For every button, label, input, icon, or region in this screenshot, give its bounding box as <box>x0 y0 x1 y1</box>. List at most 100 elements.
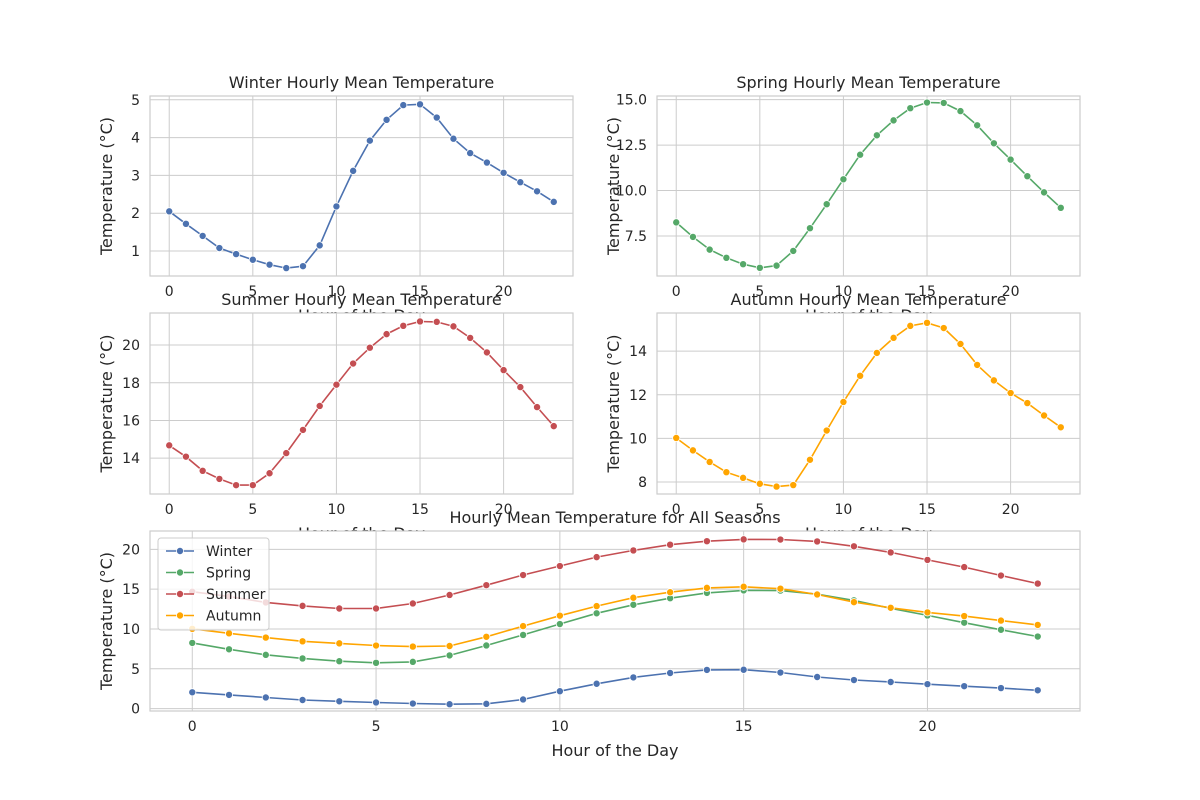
data-point <box>181 452 190 461</box>
data-point <box>466 333 475 342</box>
data-point <box>298 425 307 434</box>
data-point <box>592 602 601 611</box>
data-point <box>248 481 257 490</box>
x-tick-label: 0 <box>672 284 681 300</box>
plot-area <box>656 312 1081 495</box>
legend-box <box>157 537 270 631</box>
data-point <box>856 371 865 380</box>
data-point <box>849 598 858 607</box>
legend-label: Autumn <box>206 609 261 625</box>
data-point <box>592 553 601 562</box>
chart-title: Autumn Hourly Mean Temperature <box>731 290 1007 309</box>
x-tick-label: 10 <box>328 284 346 300</box>
y-tick-label: 14 <box>629 344 647 360</box>
data-point <box>516 178 525 187</box>
plot-area <box>149 530 1081 712</box>
data-point <box>261 693 270 702</box>
data-point <box>349 359 358 368</box>
data-point <box>1023 172 1032 181</box>
y-tick-label: 0 <box>131 702 140 718</box>
x-tick-label: 0 <box>165 502 174 518</box>
data-point <box>482 699 491 708</box>
data-point <box>923 318 932 327</box>
data-point <box>298 654 307 663</box>
data-point <box>592 679 601 688</box>
data-point <box>416 100 425 109</box>
y-tick-label: 7.5 <box>625 229 647 245</box>
data-point <box>232 481 241 490</box>
data-point <box>335 697 344 706</box>
data-point <box>996 571 1005 580</box>
data-point <box>408 657 417 666</box>
data-point <box>1023 399 1032 408</box>
data-point <box>482 641 491 650</box>
data-point <box>408 642 417 651</box>
series-line <box>192 668 1038 706</box>
data-point <box>1006 389 1015 398</box>
data-point <box>365 343 374 352</box>
data-point <box>315 401 324 410</box>
data-point <box>702 665 711 674</box>
data-point <box>232 250 241 259</box>
data-point <box>549 197 558 206</box>
data-point <box>702 537 711 546</box>
series-autumn <box>188 582 1042 651</box>
x-tick-label: 0 <box>188 719 197 735</box>
series-spring <box>672 98 1065 272</box>
data-point <box>432 113 441 122</box>
data-point <box>886 548 895 557</box>
data-point <box>923 608 932 617</box>
data-point <box>702 583 711 592</box>
data-point <box>1040 188 1049 197</box>
data-point <box>889 116 898 125</box>
data-point <box>408 599 417 608</box>
plot-area <box>149 312 574 495</box>
data-point <box>923 98 932 107</box>
data-point <box>688 446 697 455</box>
data-point <box>445 642 454 651</box>
data-point <box>215 474 224 483</box>
data-point <box>165 207 174 216</box>
data-point <box>996 684 1005 693</box>
data-point <box>973 121 982 130</box>
data-point <box>265 469 274 478</box>
data-point <box>332 380 341 389</box>
data-point <box>772 482 781 491</box>
x-tick-label: 20 <box>1002 284 1020 300</box>
data-point <box>960 618 969 627</box>
x-tick-label: 10 <box>551 719 569 735</box>
y-tick-label: 12 <box>629 388 647 404</box>
data-point <box>722 468 731 477</box>
data-point <box>298 262 307 271</box>
data-point <box>886 603 895 612</box>
data-point <box>445 700 454 709</box>
data-point <box>956 339 965 348</box>
data-point <box>923 555 932 564</box>
y-tick-label: 10.0 <box>616 184 647 200</box>
data-point <box>872 348 881 357</box>
data-point <box>372 658 381 667</box>
data-point <box>973 360 982 369</box>
x-tick-label: 0 <box>165 284 174 300</box>
data-point <box>482 581 491 590</box>
legend-item-autumn: Autumn <box>166 609 261 625</box>
data-point <box>555 687 564 696</box>
data-point <box>822 200 831 209</box>
data-point <box>519 571 528 580</box>
data-point <box>555 620 564 629</box>
data-point <box>482 632 491 641</box>
y-axis-label: Temperature (°C) <box>97 552 116 691</box>
data-point <box>549 422 558 431</box>
gridlines <box>150 313 573 494</box>
data-point <box>939 324 948 333</box>
data-point <box>705 245 714 254</box>
data-point <box>739 473 748 482</box>
x-tick-label: 0 <box>672 502 681 518</box>
data-point <box>1033 620 1042 629</box>
data-point <box>519 630 528 639</box>
data-point <box>886 678 895 687</box>
data-point <box>839 175 848 184</box>
data-point <box>282 264 291 273</box>
data-point <box>519 695 528 704</box>
